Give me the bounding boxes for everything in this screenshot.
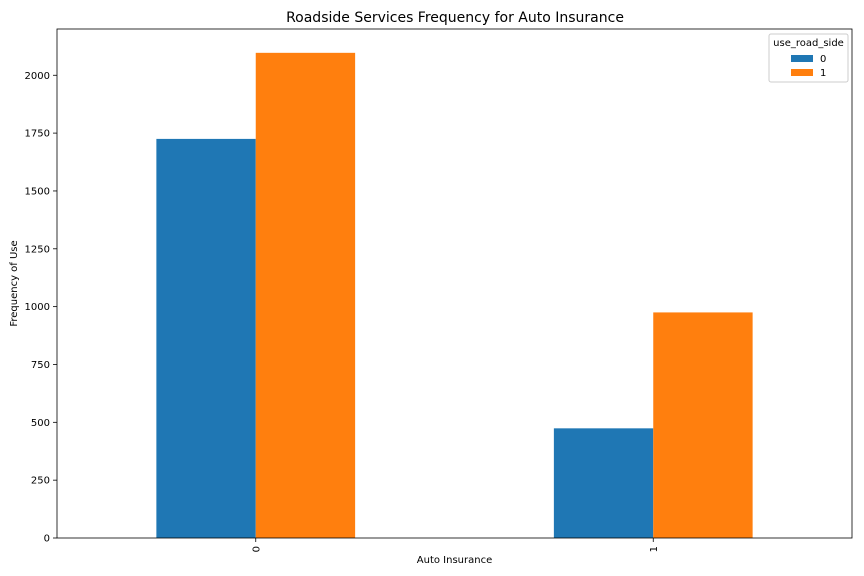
x-tick-label: 1 [649, 546, 660, 552]
y-tick-label: 1250 [25, 244, 50, 255]
legend-swatch-0 [791, 55, 813, 62]
y-tick-label: 1750 [25, 129, 50, 140]
x-axis-label: Auto Insurance [417, 555, 492, 566]
bar-0-series-1 [255, 52, 356, 539]
y-tick-label: 0 [44, 534, 50, 545]
x-tick-label: 0 [251, 546, 262, 552]
legend-items: 01 [791, 54, 826, 79]
legend-title: use_road_side [773, 38, 844, 49]
y-tick-label: 250 [31, 476, 50, 487]
legend-label-1: 1 [820, 68, 826, 79]
bar-0-series-0 [156, 138, 256, 539]
y-axis-ticks: 0 250 500 750 1000 1250 1500 1750 2000 [25, 71, 57, 545]
y-tick-label: 1000 [25, 302, 50, 313]
y-tick-label: 1500 [25, 186, 50, 197]
legend-swatch-1 [791, 69, 813, 76]
y-axis-label: Frequency of Use [9, 240, 20, 326]
y-tick-label: 500 [31, 418, 50, 429]
bar-1-series-0 [553, 428, 654, 538]
legend: use_road_side 01 [768, 33, 849, 83]
chart-title: Roadside Services Frequency for Auto Ins… [286, 10, 624, 26]
y-tick-label: 2000 [25, 71, 50, 82]
bars-group [156, 52, 753, 539]
bar-1-series-1 [653, 312, 753, 538]
legend-label-0: 0 [820, 54, 826, 65]
plot-frame [56, 28, 853, 539]
y-tick-label: 750 [31, 360, 50, 371]
